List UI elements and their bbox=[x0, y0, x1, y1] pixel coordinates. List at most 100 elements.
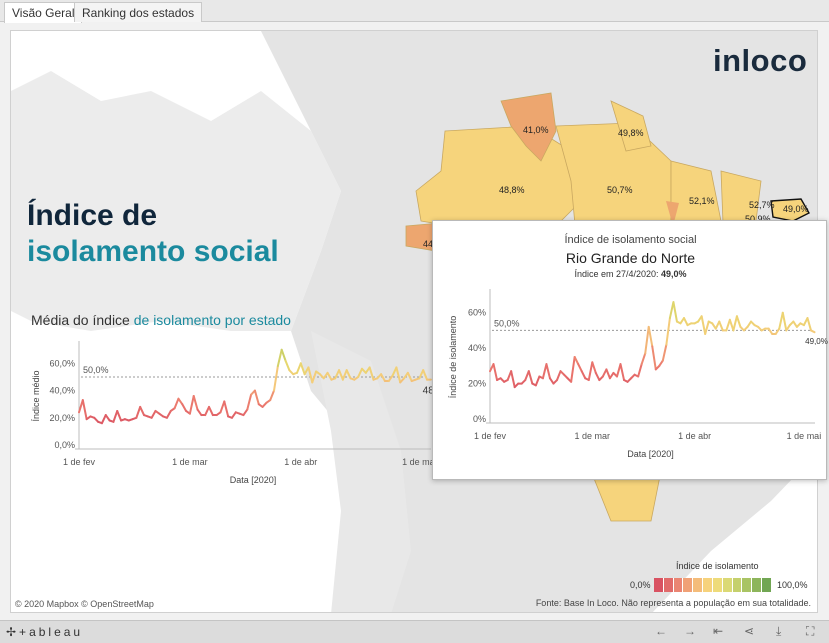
map-label-roraima: 41,0% bbox=[523, 125, 549, 135]
series-segment bbox=[395, 366, 402, 384]
y-axis-title: Índice médio bbox=[31, 370, 41, 421]
series-segment bbox=[683, 317, 689, 327]
reference-label: 50,0% bbox=[494, 318, 520, 328]
series-segment bbox=[81, 399, 88, 421]
map-label-acre: 44 bbox=[423, 239, 434, 249]
series-segment bbox=[78, 399, 84, 414]
series-segment bbox=[135, 405, 142, 419]
y-axis-title: Índice de isolamento bbox=[448, 316, 458, 399]
series-segment bbox=[644, 325, 650, 355]
series-segment bbox=[165, 409, 172, 419]
series-segment bbox=[188, 395, 195, 415]
series-segment bbox=[792, 320, 798, 328]
y-tick-label: 60% bbox=[468, 308, 486, 318]
x-tick-label: 1 de mai bbox=[402, 457, 437, 467]
redo-icon[interactable]: → bbox=[684, 624, 696, 638]
main-line-chart[interactable]: 0,0% 20,0% 40,0% 60,0% 1 de fev 1 de mar 1 de … bbox=[11, 31, 818, 613]
map-attribution[interactable]: © 2020 Mapbox © OpenStreetMap bbox=[15, 599, 154, 609]
inloco-logo: inloco bbox=[713, 43, 808, 78]
series-segment bbox=[280, 348, 287, 362]
series-segment bbox=[774, 327, 781, 335]
series-segment bbox=[345, 369, 352, 380]
series-segment bbox=[334, 369, 341, 380]
download-icon[interactable]: ⤓ bbox=[776, 624, 782, 638]
map-label-amazonas: 48,8% bbox=[499, 185, 525, 195]
tableau-toolbar: ✢+ableau ← → ⇤ ⋖ ⤓ ⛶ bbox=[0, 620, 829, 643]
legend-swatch bbox=[762, 578, 772, 592]
legend-swatch bbox=[683, 578, 694, 592]
series-segment bbox=[534, 375, 541, 387]
x-tick-label: 1 de fev bbox=[474, 431, 507, 441]
series-segment bbox=[368, 366, 375, 381]
state-tocantins-edge bbox=[666, 201, 679, 226]
series-segment bbox=[668, 301, 675, 320]
state-amapa bbox=[610, 100, 652, 152]
map-label-piaui: 50,9% bbox=[745, 214, 771, 224]
map-label-ceara: 52,7% bbox=[749, 200, 775, 210]
series-segment bbox=[116, 409, 123, 422]
series-segment bbox=[810, 329, 816, 334]
series-segment bbox=[704, 320, 710, 335]
legend-swatch bbox=[663, 578, 674, 592]
revert-icon[interactable]: ⇤ bbox=[713, 624, 724, 638]
series-segment bbox=[181, 403, 188, 412]
undo-icon[interactable]: ← bbox=[655, 624, 667, 638]
x-tick-label: 1 de mar bbox=[575, 431, 611, 441]
series-segment bbox=[112, 409, 119, 423]
share-icon[interactable]: ⋖ bbox=[744, 624, 755, 638]
state-rgn-highlight bbox=[770, 198, 810, 222]
series-segment bbox=[661, 343, 668, 362]
legend-swatch bbox=[693, 578, 704, 592]
sheet-tab-strip: Visão Geral Ranking dos estados bbox=[0, 0, 829, 23]
series-segment bbox=[781, 311, 788, 332]
state-roraima bbox=[500, 92, 557, 162]
tab-ranking-estados[interactable]: Ranking dos estados bbox=[74, 2, 203, 22]
series-segment bbox=[672, 301, 678, 323]
chile-coast-land bbox=[311, 331, 411, 612]
series-segment bbox=[204, 405, 211, 417]
series-segment bbox=[651, 345, 657, 371]
series-segment bbox=[387, 374, 394, 383]
series-segment bbox=[587, 361, 594, 382]
legend-title: Índice de isolamento bbox=[676, 561, 759, 571]
tableau-logo[interactable]: ✢+ableau bbox=[6, 625, 84, 639]
tab-visao-geral[interactable]: Visão Geral bbox=[4, 2, 83, 23]
series-segment bbox=[647, 325, 654, 348]
series-segment bbox=[208, 405, 214, 417]
x-tick-label: 1 de fev bbox=[63, 457, 96, 467]
legend-swatch bbox=[752, 578, 763, 592]
series-segment bbox=[658, 359, 664, 367]
legend-swatch bbox=[712, 578, 723, 592]
y-tick-label: 20% bbox=[468, 379, 486, 389]
brazil-map[interactable] bbox=[11, 31, 818, 613]
series-segment bbox=[732, 315, 738, 332]
dashboard: 41,0% 49,8% 48,8% 50,7% 52,1% 52,7% 49,0… bbox=[10, 30, 818, 613]
legend-swatch bbox=[732, 578, 743, 592]
series-segment bbox=[311, 370, 318, 384]
tooltip-title: Índice de isolamento social bbox=[564, 234, 697, 246]
series-segment bbox=[637, 363, 643, 378]
series-segment bbox=[510, 370, 516, 389]
series-segment bbox=[276, 348, 283, 368]
legend-swatch bbox=[722, 578, 733, 592]
legend-swatch bbox=[742, 578, 753, 592]
series-segment bbox=[665, 317, 671, 346]
legend-color-ramp bbox=[654, 578, 772, 592]
series-segment bbox=[767, 327, 774, 335]
fullscreen-icon[interactable]: ⛶ bbox=[806, 624, 815, 638]
series-segment bbox=[104, 414, 111, 422]
series-segment bbox=[594, 371, 601, 382]
series-segment bbox=[380, 373, 386, 383]
x-axis-title: Data [2020] bbox=[230, 475, 277, 485]
series-segment bbox=[778, 311, 784, 330]
legend-swatch bbox=[673, 578, 684, 592]
reference-label: 50,0% bbox=[83, 365, 109, 375]
legend-max: 100,0% bbox=[777, 580, 808, 590]
series-segment bbox=[806, 317, 812, 332]
legend-swatch bbox=[654, 578, 664, 592]
series-segment bbox=[219, 400, 226, 414]
map-label-rgn: 49,0% bbox=[783, 204, 809, 214]
y-tick-label: 0% bbox=[473, 414, 486, 424]
series-segment bbox=[223, 400, 230, 418]
series-segment bbox=[573, 356, 580, 366]
